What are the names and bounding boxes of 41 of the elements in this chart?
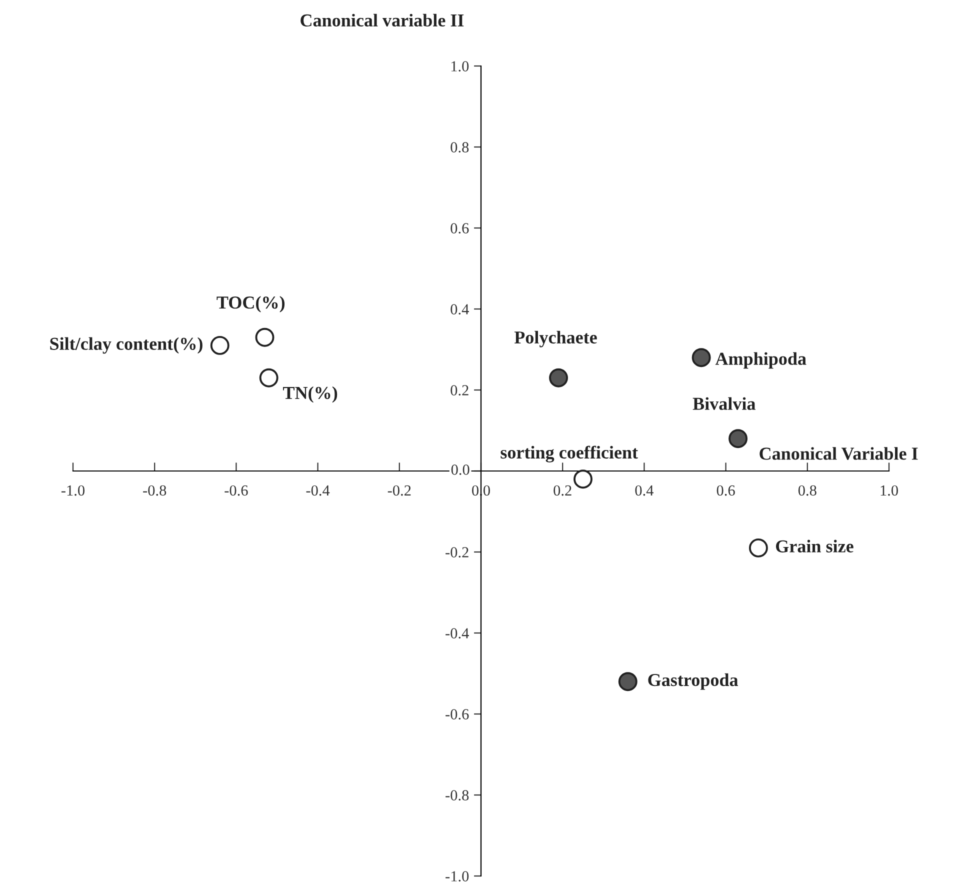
annotation: Bivalvia xyxy=(692,397,756,410)
y-tick-label: 0.6 xyxy=(450,223,469,234)
y-tick-label: -0.4 xyxy=(446,628,469,639)
x-tick-label: 1.0 xyxy=(880,485,898,496)
x-tick-label: 0.8 xyxy=(798,485,816,496)
x-tick-label: -0.4 xyxy=(306,485,330,496)
y-tick-label: -0.2 xyxy=(446,547,468,558)
y-tick-label: 0.4 xyxy=(450,304,469,315)
point xyxy=(618,672,638,692)
y-tick-label: 0.0 xyxy=(451,464,470,475)
annotation: Grain size xyxy=(776,540,854,552)
x-tick-label: -0.6 xyxy=(224,485,248,496)
y-tick-label: -0.8 xyxy=(446,790,469,801)
point xyxy=(259,368,278,388)
point xyxy=(748,538,768,558)
y-tick-label: 0.8 xyxy=(450,142,469,153)
y-tick-label: 0.2 xyxy=(450,385,468,396)
y-tick-label: 1.0 xyxy=(451,61,469,72)
annotation: TN(%) xyxy=(283,386,338,403)
x-tick-label: -1.0 xyxy=(61,485,85,496)
annotation: Gastropoda xyxy=(648,673,738,690)
x-tick-label: -0.2 xyxy=(388,485,411,496)
x-axis-title: Canonical Variable I xyxy=(760,447,918,460)
annotation: Silt/clay content(%) xyxy=(50,337,202,354)
point xyxy=(728,429,748,448)
x-tick-label: 0.2 xyxy=(554,485,572,496)
annotation: Polychaete xyxy=(514,330,597,348)
annotation: TOC(%) xyxy=(216,296,285,312)
point xyxy=(692,348,711,368)
x-tick-label: -0.8 xyxy=(143,485,166,496)
point xyxy=(549,368,568,388)
y-axis-title: Canonical variable II xyxy=(300,14,464,27)
annotation: Amphipoda xyxy=(715,352,806,369)
annotation: sorting coefficient xyxy=(500,446,638,462)
x-tick-label: 0.6 xyxy=(716,485,735,496)
point xyxy=(255,328,274,347)
y-tick-label: -1.0 xyxy=(446,871,469,882)
x-tick-label: 0.4 xyxy=(635,485,654,496)
y-tick-label: -0.6 xyxy=(446,709,469,720)
point xyxy=(574,470,592,489)
point xyxy=(210,336,230,355)
